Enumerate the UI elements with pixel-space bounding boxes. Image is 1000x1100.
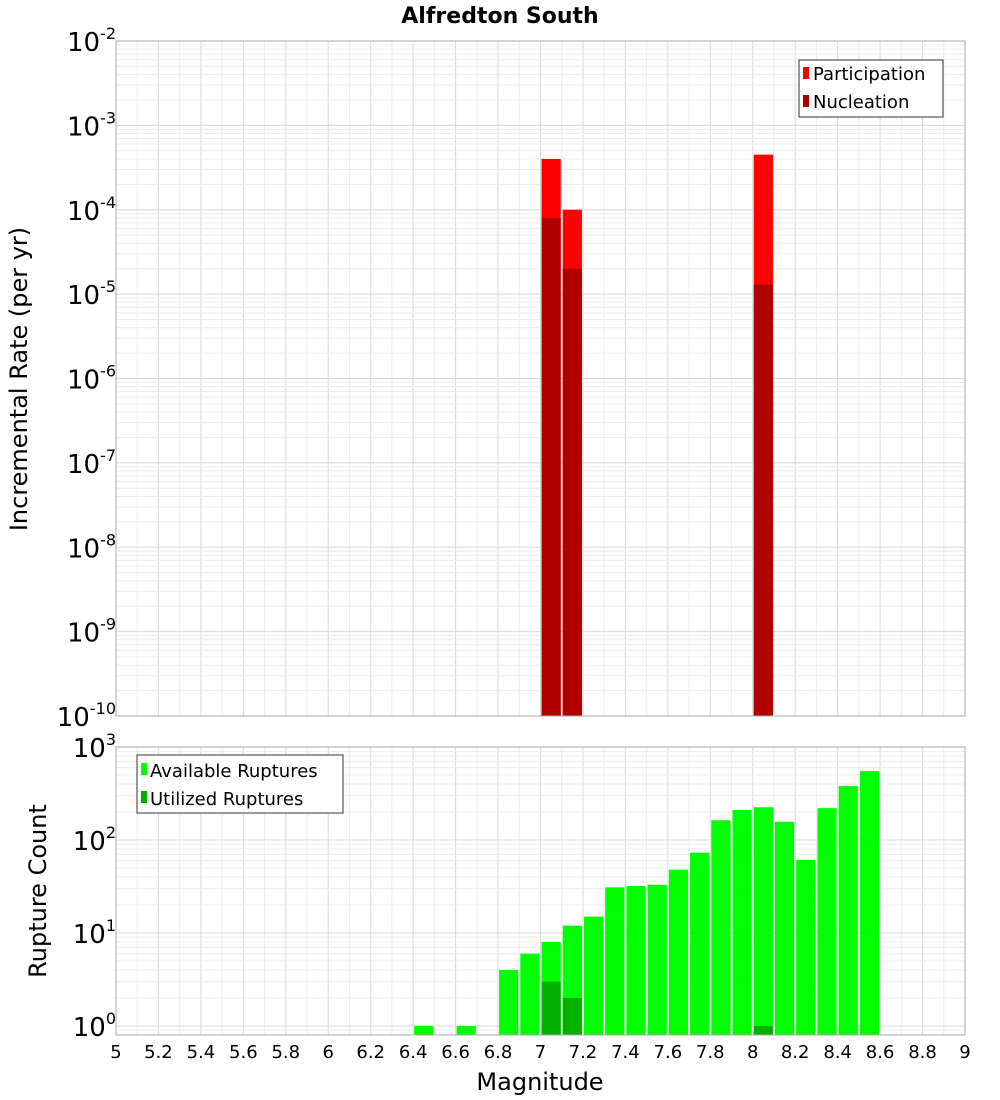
y-tick-label: 10-4 xyxy=(67,193,116,227)
legend-swatch-utilized-ruptures xyxy=(141,791,147,803)
chart-title: Alfredton South xyxy=(401,4,598,29)
count-bar-utilized-ruptures xyxy=(753,1025,773,1035)
x-tick-label: 6.4 xyxy=(399,1042,428,1063)
legend-swatch-participation xyxy=(803,67,809,79)
count-plot: 100 101 102 103 5 5.2 5.4 5.6 5.8 6 6.2 6.4 6.6 6.8 7… xyxy=(24,730,971,1096)
x-tick-label: 7 xyxy=(535,1042,546,1063)
count-bar-utilized-ruptures xyxy=(562,997,582,1035)
count-bar-available-ruptures xyxy=(796,859,816,1035)
x-tick-label: 8.4 xyxy=(823,1042,852,1063)
count-bar-available-ruptures xyxy=(499,969,519,1035)
x-axis-title: Magnitude xyxy=(476,1068,603,1096)
x-tick-label: 5.4 xyxy=(187,1042,216,1063)
count-bar-available-ruptures xyxy=(838,786,858,1035)
count-bar-available-ruptures xyxy=(774,821,795,1035)
count-bar-available-ruptures xyxy=(711,820,731,1035)
count-plot-bars xyxy=(414,771,880,1035)
rate-plot-y-ticks: 10-10 10-9 10-8 10-7 10-6 10-5 10-4 10-3 10-2 xyxy=(57,24,116,733)
x-tick-label: 7.8 xyxy=(696,1042,725,1063)
rate-plot: 10-10 10-9 10-8 10-7 10-6 10-5 10-4 10-3 10-2 In… xyxy=(5,24,966,733)
legend-label-utilized-ruptures: Utilized Ruptures xyxy=(150,789,303,810)
x-tick-label: 5.6 xyxy=(229,1042,258,1063)
rate-legend: Participation Nucleation xyxy=(798,59,944,118)
count-bar-available-ruptures xyxy=(732,810,752,1035)
count-legend: Available Ruptures Utilized Ruptures xyxy=(136,754,344,814)
y-tick-label: 10-5 xyxy=(67,277,116,311)
count-bar-available-ruptures xyxy=(414,1025,434,1035)
y-tick-label: 10-3 xyxy=(67,108,116,142)
y-tick-label: 103 xyxy=(73,730,116,764)
count-plot-x-ticks: 5 5.2 5.4 5.6 5.8 6 6.2 6.4 6.6 6.8 7 7.2 7.4 7.6 7.8 8… xyxy=(110,1042,970,1063)
x-tick-label: 8.8 xyxy=(908,1042,937,1063)
legend-swatch-nucleation xyxy=(803,95,809,107)
x-tick-label: 5.8 xyxy=(271,1042,300,1063)
y-tick-label: 10-7 xyxy=(67,446,116,480)
count-bar-available-ruptures xyxy=(647,884,667,1035)
x-tick-label: 8.2 xyxy=(781,1042,810,1063)
rate-bar-nucleation xyxy=(753,284,773,716)
x-tick-label: 6.8 xyxy=(484,1042,513,1063)
rate-plot-grid xyxy=(115,40,966,717)
y-tick-label: 102 xyxy=(73,823,116,857)
count-bar-available-ruptures xyxy=(753,807,773,1035)
count-bar-available-ruptures xyxy=(520,953,540,1035)
count-legend-box xyxy=(136,754,344,814)
rate-legend-box xyxy=(798,59,944,118)
legend-label-nucleation: Nucleation xyxy=(813,92,909,113)
rate-y-axis-title: Incremental Rate (per yr) xyxy=(5,227,33,531)
count-plot-frame xyxy=(115,746,966,1036)
x-tick-label: 5 xyxy=(110,1042,121,1063)
rate-bar-nucleation xyxy=(562,268,582,716)
x-tick-label: 9 xyxy=(959,1042,970,1063)
count-bar-available-ruptures xyxy=(456,1025,476,1035)
count-bar-utilized-ruptures xyxy=(541,981,561,1035)
legend-swatch-available-ruptures xyxy=(141,763,147,775)
legend-label-participation: Participation xyxy=(813,64,925,85)
count-bar-available-ruptures xyxy=(605,887,625,1035)
count-plot-y-ticks: 100 101 102 103 xyxy=(73,730,116,1043)
legend-label-available-ruptures: Available Ruptures xyxy=(150,761,318,782)
count-bar-available-ruptures xyxy=(859,771,880,1035)
x-tick-label: 8 xyxy=(747,1042,758,1063)
count-bar-available-ruptures xyxy=(817,808,837,1035)
y-tick-label: 10-2 xyxy=(67,24,116,58)
x-tick-label: 6 xyxy=(323,1042,334,1063)
x-tick-label: 5.2 xyxy=(144,1042,173,1063)
x-tick-label: 7.2 xyxy=(569,1042,598,1063)
x-tick-label: 7.6 xyxy=(654,1042,683,1063)
x-tick-label: 8.6 xyxy=(866,1042,895,1063)
count-bar-available-ruptures xyxy=(690,852,710,1035)
count-bar-available-ruptures xyxy=(583,916,604,1035)
rate-bar-nucleation xyxy=(541,217,561,716)
y-tick-label: 10-8 xyxy=(67,530,116,564)
rate-plot-bars xyxy=(541,154,773,717)
rate-plot-frame xyxy=(115,40,966,717)
count-bar-available-ruptures xyxy=(626,886,646,1035)
count-y-axis-title: Rupture Count xyxy=(24,804,52,978)
y-tick-label: 10-6 xyxy=(67,362,116,396)
y-tick-label: 10-9 xyxy=(67,615,116,649)
x-tick-label: 6.6 xyxy=(441,1042,470,1063)
y-tick-label: 101 xyxy=(73,916,116,950)
y-tick-label: 100 xyxy=(73,1009,116,1043)
x-tick-label: 6.2 xyxy=(356,1042,385,1063)
count-bar-available-ruptures xyxy=(668,869,689,1035)
x-tick-label: 7.4 xyxy=(611,1042,640,1063)
y-tick-label: 10-10 xyxy=(57,699,116,733)
